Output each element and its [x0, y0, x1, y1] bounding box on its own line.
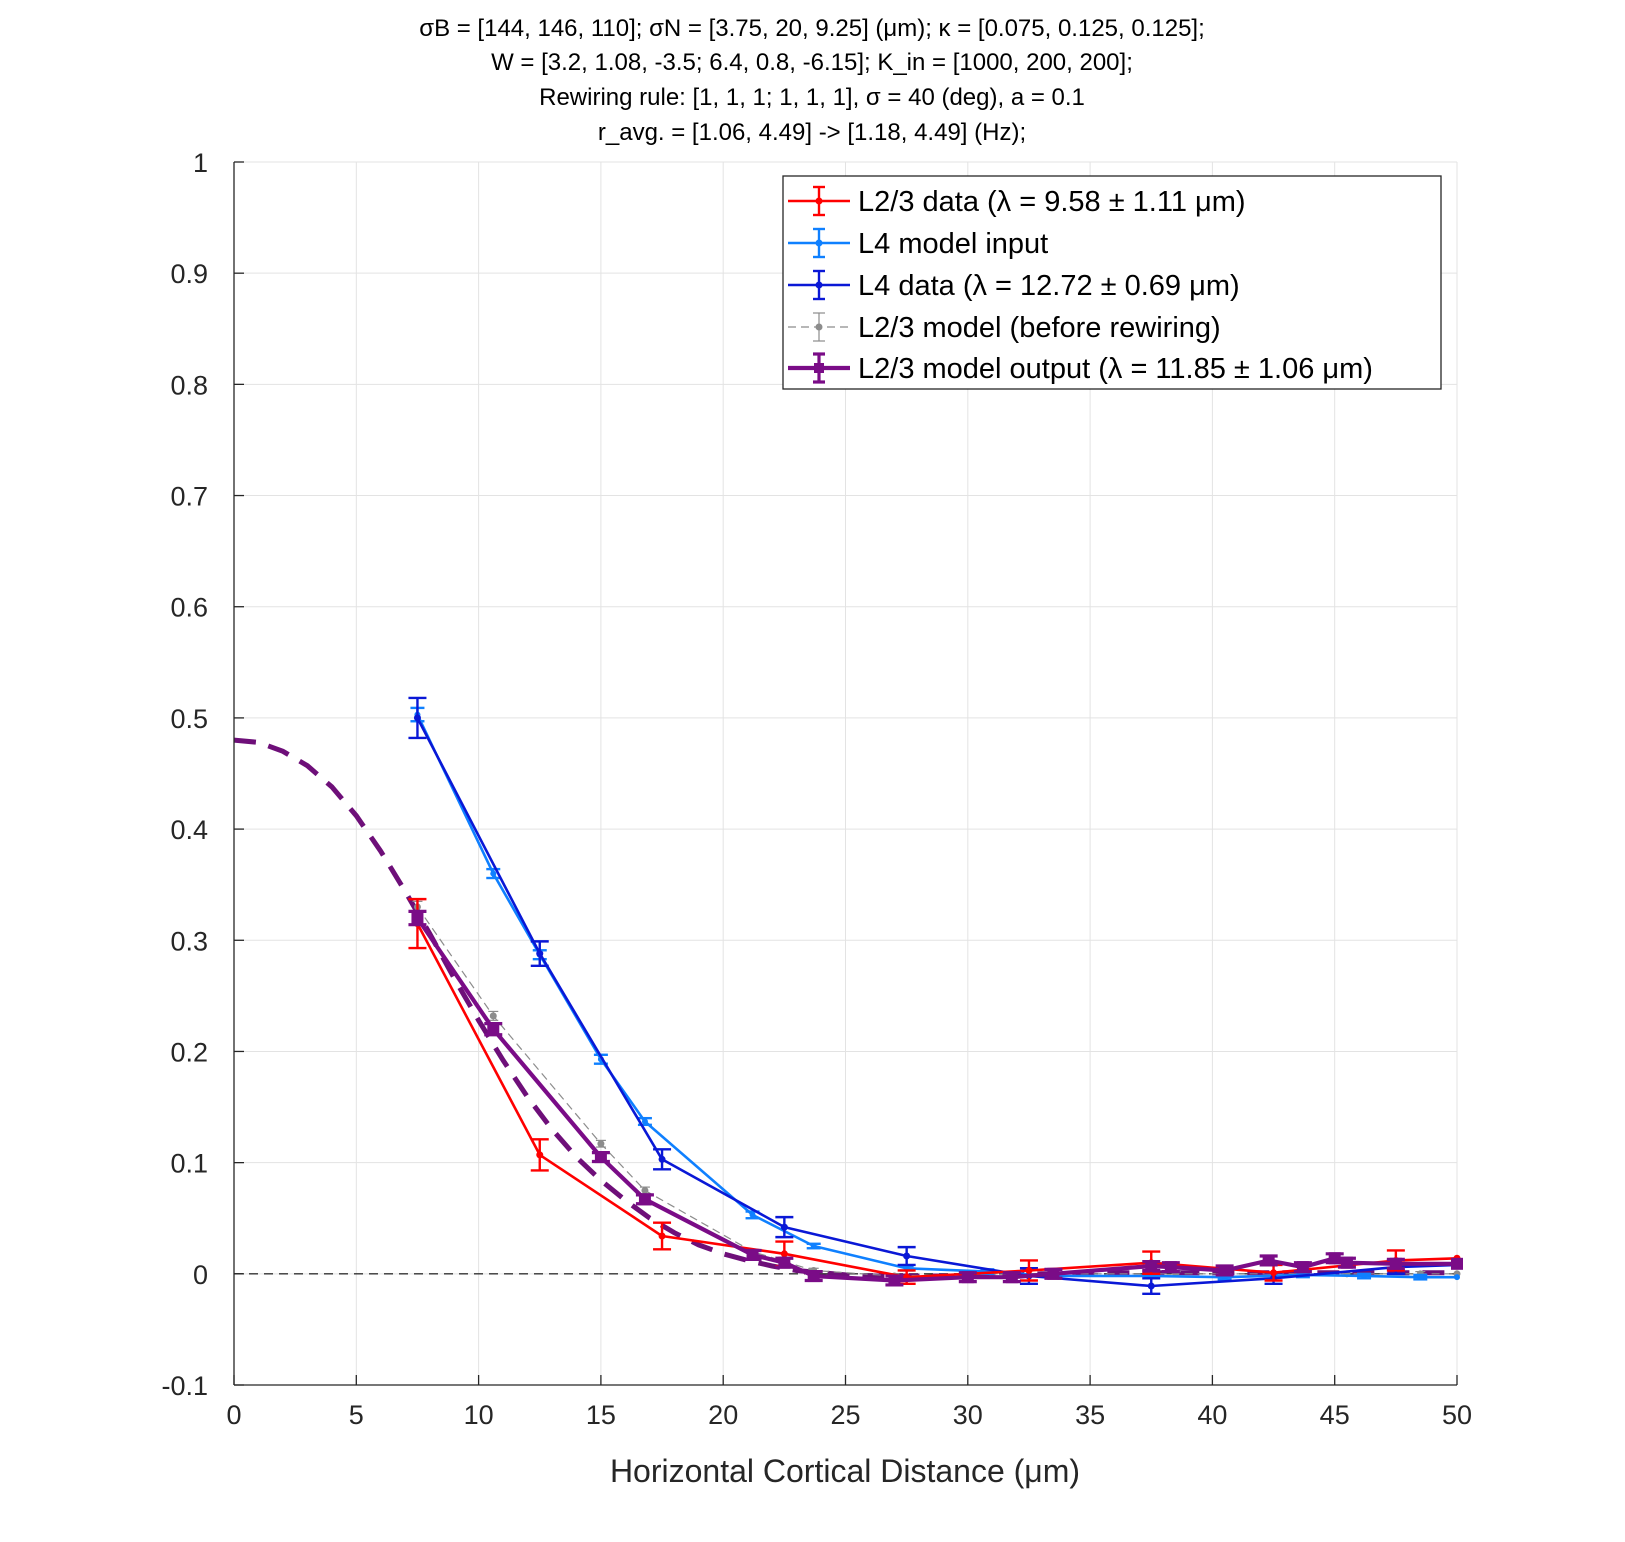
- legend-label-2: L4 data (λ = 12.72 ± 0.69 μm): [858, 270, 1240, 302]
- series-0-marker-3: [780, 1250, 788, 1258]
- series-2-marker-1: [536, 950, 544, 958]
- series-2-marker-4: [903, 1252, 911, 1260]
- x-tick-label-5: 25: [830, 1400, 860, 1430]
- legend: L2/3 data (λ = 9.58 ± 1.11 μm) L4 model i…: [782, 175, 1442, 390]
- series-4-marker-3: [638, 1193, 651, 1206]
- series-3-marker-3: [641, 1186, 649, 1194]
- legend-label-0: L2/3 data (λ = 9.58 ± 1.11 μm): [858, 186, 1246, 218]
- series-4-marker-7: [888, 1274, 901, 1287]
- series-4-marker-12: [1164, 1261, 1177, 1274]
- legend-box: [782, 175, 1442, 390]
- legend-entry-0: L2/3 data (λ = 9.58 ± 1.11 μm): [788, 185, 1246, 218]
- legend-entry-4: L2/3 model output (λ = 11.85 ± 1.06 μm): [788, 352, 1373, 385]
- legend-label-4: L2/3 model output (λ = 11.85 ± 1.06 μm): [858, 353, 1373, 385]
- series-4-marker-18: [1389, 1257, 1402, 1270]
- legend-label-3: L2/3 model (before rewiring): [858, 312, 1221, 344]
- series-4-marker-5: [778, 1256, 791, 1269]
- x-tick-label-0: 0: [226, 1400, 241, 1430]
- series-4-marker-2: [594, 1151, 607, 1164]
- legend-swatch-marker-1: [815, 239, 823, 247]
- series-4-marker-0: [411, 912, 424, 925]
- fit-curve: [233, 737, 1457, 1279]
- series-0-marker-7: [1270, 1269, 1278, 1277]
- series-0-marker-5: [1025, 1266, 1033, 1274]
- x-tick-label-7: 35: [1075, 1400, 1105, 1430]
- series-3-marker-1: [489, 1012, 497, 1020]
- series-4-marker-1: [487, 1023, 500, 1036]
- y-tick-label-7: 0.6: [170, 593, 208, 623]
- title-line-1: σB = [144, 146, 110]; σN = [3.75, 20, 9.…: [419, 15, 1205, 42]
- y-tick-label-10: 0.9: [170, 259, 208, 289]
- x-tick-label-1: 5: [349, 1400, 364, 1430]
- y-tick-label-9: 0.8: [170, 370, 208, 400]
- series-2-marker-2: [658, 1155, 666, 1163]
- series-1-marker-13: [1361, 1273, 1368, 1280]
- legend-swatch-marker-0: [815, 197, 823, 205]
- y-tick-label-1: 0: [193, 1260, 208, 1290]
- series-2-marker-0: [413, 714, 421, 722]
- series-1-marker-15: [1454, 1274, 1460, 1281]
- axes: [233, 161, 1458, 1386]
- legend-entry-1: L4 model input: [788, 227, 1048, 260]
- series-4-marker-8: [961, 1271, 974, 1284]
- series-4-marker-4: [746, 1248, 759, 1261]
- y-tick-label-8: 0.7: [170, 482, 208, 512]
- series-3-marker-2: [597, 1140, 605, 1148]
- legend-entry-3: L2/3 model (before rewiring): [788, 312, 1221, 344]
- series-2-marker-3: [780, 1223, 788, 1231]
- legend-swatch-marker-4: [814, 363, 824, 373]
- series-4-marker-17: [1340, 1256, 1353, 1269]
- x-axis-label: Horizontal Cortical Distance (μm): [610, 1453, 1080, 1489]
- series-1-marker-1: [490, 870, 497, 877]
- y-tick-label-0: -0.1: [161, 1371, 208, 1401]
- series-layer: [233, 696, 1463, 1296]
- legend-entry-2: L4 data (λ = 12.72 ± 0.69 μm): [788, 269, 1240, 302]
- series-2: [408, 696, 1461, 1296]
- legend-swatch-marker-3: [815, 323, 823, 331]
- series-1-marker-5: [749, 1211, 756, 1218]
- series-0-marker-2: [658, 1232, 666, 1240]
- y-tick-label-4: 0.3: [170, 926, 208, 956]
- series-4-marker-16: [1328, 1252, 1341, 1265]
- title-line-4: r_avg. = [1.06, 4.49] -> [1.18, 4.49] (H…: [598, 119, 1026, 146]
- series-4-marker-15: [1296, 1261, 1309, 1274]
- y-tick-label-2: 0.1: [170, 1149, 208, 1179]
- series-4-marker-9: [1005, 1271, 1018, 1284]
- series-4-marker-19: [1451, 1257, 1463, 1270]
- series-2-marker-6: [1147, 1282, 1155, 1290]
- series-4-marker-14: [1262, 1254, 1275, 1267]
- series-4-marker-13: [1218, 1264, 1231, 1277]
- x-tick-label-6: 30: [953, 1400, 983, 1430]
- series-1-marker-6: [810, 1243, 817, 1250]
- x-tick-label-3: 15: [586, 1400, 616, 1430]
- x-tick-label-9: 45: [1320, 1400, 1350, 1430]
- series-4-marker-6: [807, 1270, 820, 1283]
- series-4-marker-11: [1145, 1260, 1158, 1273]
- title-line-2: W = [3.2, 1.08, -3.5; 6.4, 0.8, -6.15]; …: [491, 49, 1133, 76]
- title-line-3: Rewiring rule: [1, 1, 1; 1, 1, 1], σ = 4…: [539, 84, 1085, 111]
- series-4-marker-10: [1047, 1267, 1060, 1280]
- series-2-line: [416, 717, 1458, 1288]
- y-tick-label-6: 0.5: [170, 704, 208, 734]
- x-tick-label-8: 40: [1197, 1400, 1227, 1430]
- x-tick-labels: 0 5 10 15 20 25 30 35 40 45 50: [226, 1400, 1472, 1430]
- x-tick-label-4: 20: [708, 1400, 738, 1430]
- series-4: [408, 909, 1463, 1287]
- y-tick-label-3: 0.2: [170, 1037, 208, 1067]
- y-tick-labels: -0.1 0 0.1 0.2 0.3 0.4 0.5 0.6 0.7 0.8 0.9 1: [161, 148, 208, 1401]
- series-1-marker-4: [641, 1118, 648, 1125]
- y-tick-label-5: 0.4: [170, 815, 208, 845]
- series-1-marker-14: [1417, 1274, 1424, 1281]
- y-tick-label-11: 1: [193, 148, 208, 178]
- x-tick-label-2: 10: [464, 1400, 494, 1430]
- x-tick-label-10: 50: [1442, 1400, 1472, 1430]
- legend-label-1: L4 model input: [858, 228, 1048, 260]
- series-0-marker-1: [536, 1151, 544, 1159]
- legend-swatch-marker-2: [815, 281, 823, 289]
